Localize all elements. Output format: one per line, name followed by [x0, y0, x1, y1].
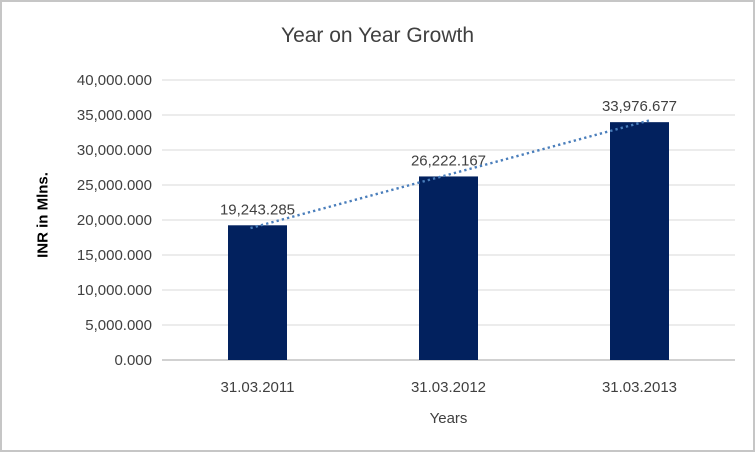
chart-title: Year on Year Growth	[280, 24, 475, 47]
y-tick-label: 5,000.000	[85, 317, 152, 334]
x-axis-title: Years	[429, 410, 468, 427]
y-tick-label: 15,000.000	[77, 247, 152, 264]
x-tick-label: 31.03.2013	[602, 379, 677, 396]
x-tick-label: 31.03.2012	[411, 379, 486, 396]
y-tick-label: 25,000.000	[77, 177, 152, 194]
y-tick-label: 35,000.000	[77, 107, 152, 124]
data-label: 26,222.167	[411, 152, 486, 169]
bar-31.03.2013	[610, 122, 669, 360]
y-tick-label: 20,000.000	[77, 212, 152, 229]
y-tick-label: 30,000.000	[77, 142, 152, 159]
bar-31.03.2011	[228, 225, 287, 360]
x-tick-label: 31.03.2011	[221, 379, 295, 396]
bar-31.03.2012	[419, 176, 478, 360]
trendline	[250, 119, 650, 230]
y-tick-label: 0.000	[114, 352, 152, 369]
data-label: 33,976.677	[602, 98, 677, 115]
y-tick-label: 10,000.000	[77, 282, 152, 299]
data-label: 19,243.285	[220, 201, 295, 218]
y-tick-label: 40,000.000	[77, 72, 152, 89]
